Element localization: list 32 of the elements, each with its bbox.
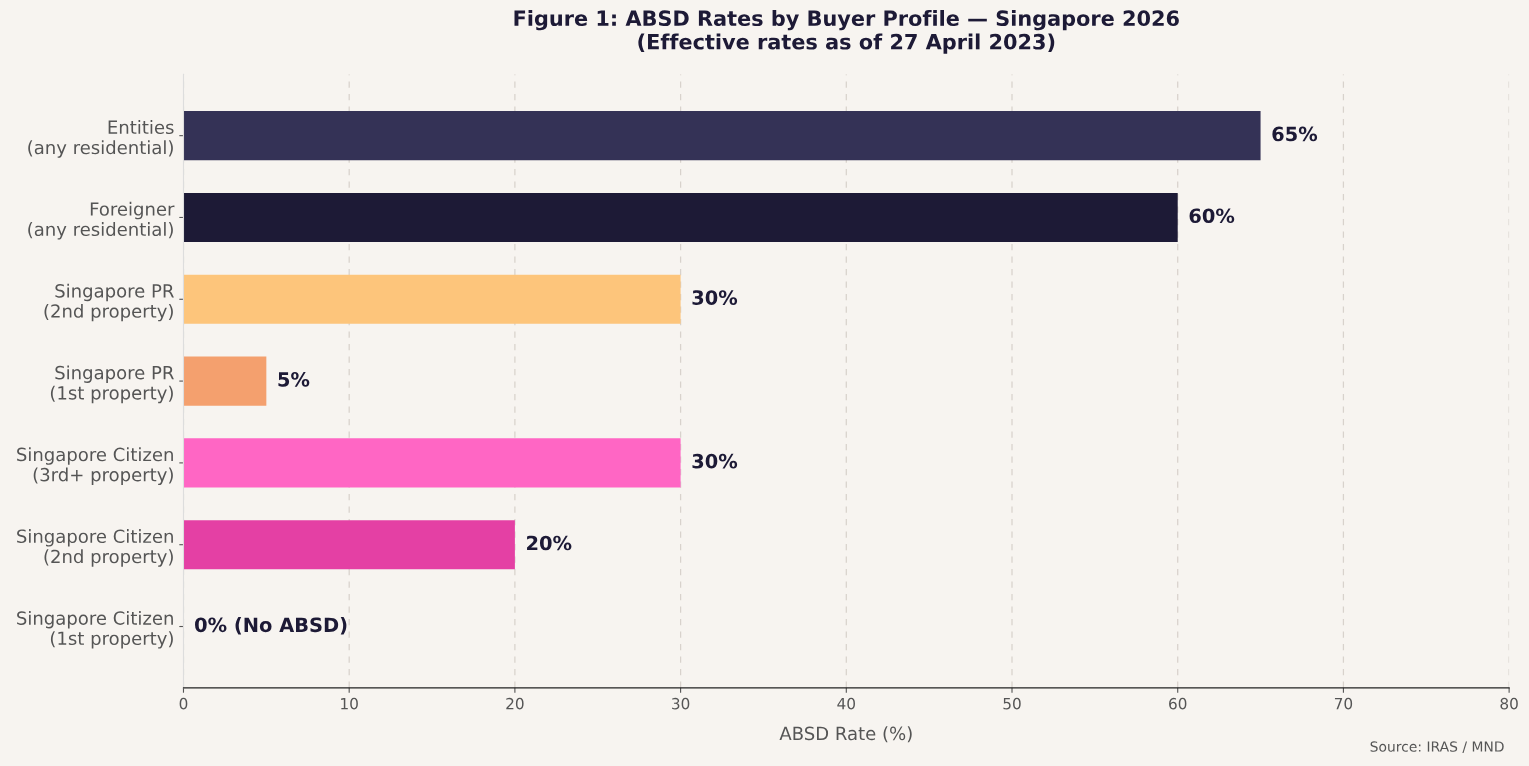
x-tick-label: 10	[341, 697, 358, 710]
source-note: Source: IRAS / MND	[1370, 741, 1504, 753]
x-tick-label: 0	[179, 697, 188, 710]
data-label: 0% (No ABSD)	[195, 617, 347, 635]
bar	[183, 111, 1261, 161]
x-axis-title: ABSD Rate (%)	[779, 726, 912, 743]
y-tick-label: Singapore Citizen (2nd property)	[17, 529, 173, 567]
y-tick-label: Foreigner (any residential)	[28, 201, 175, 240]
x-tick-label: 40	[837, 697, 856, 710]
y-tick-label: Entities (any residential)	[28, 120, 174, 158]
bar	[183, 356, 267, 406]
x-tick-label: 30	[672, 697, 690, 710]
y-tick-label: Singapore Citizen (3rd+ property)	[17, 447, 173, 485]
x-tick-label: 20	[506, 697, 524, 710]
y-tick-label: Singapore PR (2nd property)	[44, 283, 174, 322]
x-tick-label: 60	[1169, 697, 1187, 710]
bar	[183, 520, 515, 570]
data-label: 20%	[527, 535, 572, 551]
bar	[183, 192, 1178, 243]
chart-title: Figure 1: ABSD Rates by Buyer Profile — Singapore 2026 (Effective rates as of 27 April 2023)	[514, 9, 1179, 54]
y-tick-label: Singapore Citizen (1st property)	[17, 610, 173, 649]
x-tick-label: 80	[1500, 697, 1518, 710]
bar	[183, 438, 681, 488]
x-tick-label: 70	[1334, 697, 1353, 710]
data-label: 30%	[692, 290, 738, 305]
data-label: 5%	[278, 372, 310, 387]
data-label: 65%	[1272, 126, 1318, 142]
y-tick-label: Singapore PR (1st property)	[50, 365, 174, 404]
data-label: 60%	[1189, 208, 1235, 224]
x-tick-label: 50	[1003, 697, 1021, 710]
bar	[183, 274, 681, 324]
data-label: 30%	[692, 453, 738, 469]
